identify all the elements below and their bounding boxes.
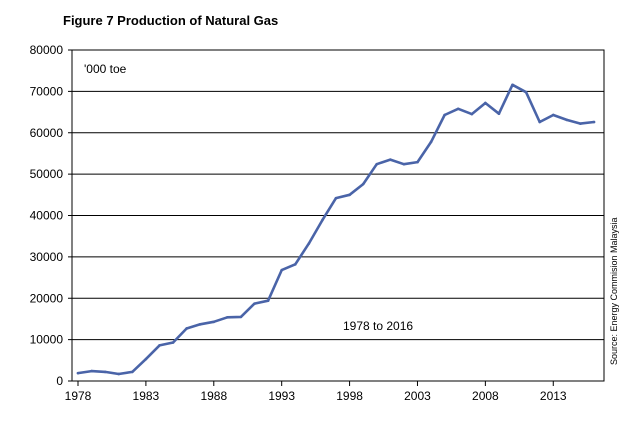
data-point — [239, 315, 243, 319]
data-point — [484, 101, 487, 105]
data-point — [565, 118, 569, 122]
data-point — [158, 344, 161, 347]
data-point — [416, 160, 419, 164]
data-point — [497, 112, 501, 116]
data-point — [538, 120, 541, 124]
data-point — [524, 90, 528, 94]
data-point — [226, 315, 229, 319]
data-point — [321, 218, 324, 222]
chart-title: Figure 7 Production of Natural Gas — [63, 13, 278, 28]
y-tick-label: 60000 — [30, 126, 64, 140]
data-point — [131, 370, 134, 374]
x-tick-label: 2003 — [404, 389, 431, 403]
x-tick-label: 1993 — [268, 389, 295, 403]
x-tick-label: 1988 — [200, 389, 227, 403]
series-group — [76, 83, 596, 376]
x-tick-label: 1983 — [133, 389, 160, 403]
data-point — [334, 196, 338, 200]
period-label: 1978 to 2016 — [343, 319, 413, 333]
y-tick-label: 70000 — [30, 84, 64, 98]
data-point — [266, 299, 270, 303]
x-tick-label: 1978 — [65, 389, 92, 403]
data-point — [511, 83, 514, 87]
data-point — [348, 193, 351, 197]
gridlines — [72, 90, 604, 341]
data-point — [579, 122, 582, 125]
y-tick-label: 80000 — [30, 43, 64, 57]
y-tick-label: 30000 — [30, 250, 64, 264]
data-point — [456, 107, 460, 111]
data-point — [144, 357, 148, 361]
data-point — [443, 113, 446, 117]
data-point — [117, 372, 121, 376]
data-point — [253, 302, 256, 305]
data-point — [307, 242, 311, 245]
data-point — [103, 370, 107, 374]
data-point — [592, 120, 596, 124]
y-tick-label: 50000 — [30, 167, 64, 181]
x-tick-label: 2013 — [540, 389, 567, 403]
data-point — [171, 341, 175, 344]
data-point — [402, 162, 406, 166]
y-tick-label: 20000 — [30, 291, 64, 305]
source-note: Source: Energy Commision Malaysia — [609, 217, 619, 365]
data-point — [76, 371, 80, 375]
y-tick-label: 0 — [56, 374, 63, 388]
series-line — [76, 83, 596, 376]
x-tick-label: 1998 — [336, 389, 363, 403]
data-point — [429, 140, 433, 144]
y-tick-label: 10000 — [30, 333, 64, 347]
x-tick-label: 2008 — [472, 389, 499, 403]
data-point — [198, 323, 202, 326]
data-point — [212, 320, 216, 324]
y-axis-ticks: 0 10000 20000 30000 40000 50000 60000 70000 8000… — [30, 43, 72, 388]
data-point — [293, 263, 297, 266]
y-tick-label: 40000 — [30, 209, 64, 223]
unit-label: '000 toe — [84, 62, 127, 76]
data-point — [185, 327, 188, 330]
data-point — [375, 162, 379, 166]
data-point — [280, 268, 283, 272]
x-axis-ticks: 1978 1983 1988 1993 1998 2003 2008 2013 — [65, 381, 567, 403]
data-point — [389, 158, 392, 161]
data-point — [470, 112, 474, 116]
data-point — [90, 369, 93, 373]
data-point — [551, 113, 555, 117]
data-point — [361, 182, 365, 186]
